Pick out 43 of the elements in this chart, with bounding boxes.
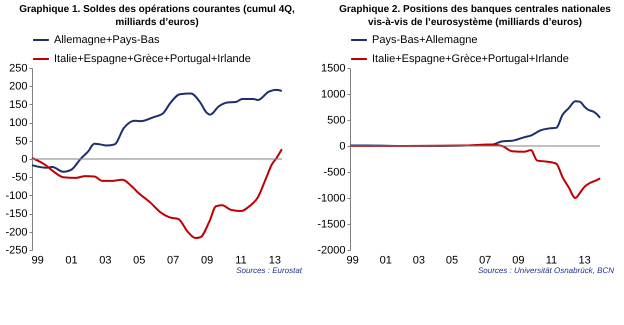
x-tick-label: 11	[546, 254, 558, 266]
x-tick-label: 99	[31, 254, 44, 266]
x-tick-label: 01	[380, 254, 392, 266]
y-tick-label: 200	[9, 80, 28, 93]
y-tick-label: -1500	[317, 218, 346, 230]
source-note: Sources : Universität Osnabrück, BCN	[476, 266, 615, 275]
y-tick-label: -100	[5, 190, 28, 202]
y-tick-label: 1500	[321, 62, 346, 74]
legend-label: Italie+Espagne+Grèce+Portugal+Irlande	[372, 53, 569, 65]
y-tick-label: 50	[15, 135, 28, 148]
x-tick-label: 11	[235, 254, 247, 266]
legend-label: Italie+Espagne+Grèce+Portugal+Irlande	[54, 53, 251, 65]
x-tick-label: 05	[446, 254, 458, 266]
x-tick-label: 13	[268, 254, 281, 266]
x-tick-label: 99	[346, 254, 359, 266]
y-tick-label: 500	[327, 114, 346, 126]
x-tick-label: 03	[412, 254, 426, 266]
y-tick-label: -200	[5, 226, 28, 238]
legend-label: Allemagne+Pays-Bas	[54, 34, 160, 46]
x-tick-label: 01	[65, 254, 78, 266]
x-tick-label: 03	[99, 254, 112, 266]
x-tick-label: 09	[512, 254, 524, 266]
x-tick-label: 05	[133, 254, 146, 266]
y-tick-label: 0	[339, 140, 346, 152]
source-note: Sources : Eurostat	[235, 266, 304, 275]
x-tick-label: 13	[578, 254, 591, 266]
legend-label: Pays-Bas+Allemagne	[372, 34, 478, 46]
y-tick-label: 100	[9, 117, 28, 130]
x-tick-label: 09	[200, 254, 214, 266]
y-tick-label: -1000	[317, 192, 346, 204]
y-tick-label: 250	[9, 62, 28, 74]
y-tick-label: 0	[21, 154, 28, 166]
x-tick-label: 07	[479, 254, 492, 266]
x-tick-label: 07	[167, 254, 180, 266]
y-tick-label: -50	[12, 172, 28, 184]
chart-title: Graphique 1. Soldes des opérations courantes (cumul 4Q, milliards d’euros)	[19, 4, 296, 28]
y-tick-label: -500	[323, 166, 346, 178]
y-tick-label: -2000	[317, 244, 346, 256]
chart-title: Graphique 2. Positions des banques centrales nationales vis-à-vis de l’eurosystème (milliards d’euros)	[339, 4, 612, 28]
y-tick-label: 1000	[321, 88, 346, 100]
y-tick-label: -250	[5, 244, 28, 256]
y-tick-label: 150	[9, 98, 28, 111]
y-tick-label: -150	[5, 208, 28, 220]
